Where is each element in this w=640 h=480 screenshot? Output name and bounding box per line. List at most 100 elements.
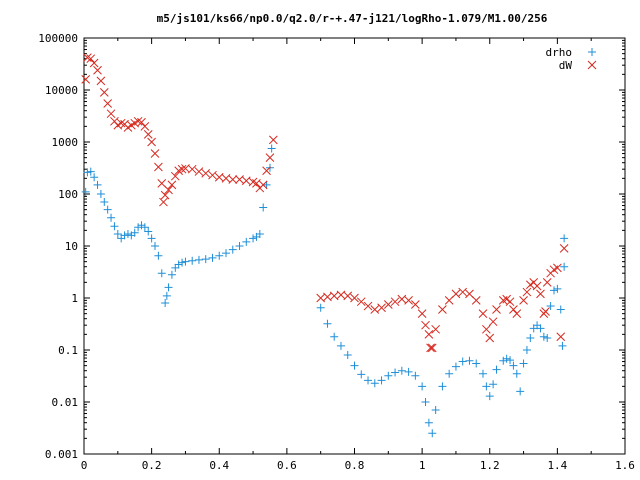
y-tick-label: 10000 xyxy=(45,84,78,97)
data-point-drho xyxy=(418,382,427,391)
data-point-dW xyxy=(427,343,437,353)
data-point-dW xyxy=(150,149,160,158)
data-point-drho xyxy=(316,303,325,312)
data-point-drho xyxy=(178,258,187,267)
data-point-dW xyxy=(471,296,481,305)
data-point-drho xyxy=(549,286,558,295)
data-point-dW xyxy=(512,309,522,319)
data-point-dW xyxy=(438,305,447,314)
data-point-drho xyxy=(529,324,538,333)
data-point-drho xyxy=(90,173,99,182)
data-point-drho xyxy=(482,382,491,391)
data-point-drho xyxy=(438,382,447,391)
x-tick-label: 0.4 xyxy=(209,459,229,472)
legend-label-drho: drho xyxy=(546,46,573,59)
data-point-drho xyxy=(259,203,268,212)
data-point-drho xyxy=(502,354,511,363)
data-point-dW xyxy=(252,179,261,188)
data-point-dW xyxy=(106,109,116,119)
data-point-drho xyxy=(215,251,224,260)
data-point-dW xyxy=(265,153,275,163)
data-point-drho xyxy=(526,334,535,343)
data-point-drho xyxy=(384,371,393,380)
data-point-dW xyxy=(99,88,109,97)
data-point-drho xyxy=(208,253,217,262)
series-dW xyxy=(81,53,569,353)
legend-marker-drho xyxy=(588,48,596,56)
data-point-drho xyxy=(188,256,197,265)
y-tick-label: 0.1 xyxy=(58,344,78,357)
data-point-dW xyxy=(478,309,488,319)
data-point-drho xyxy=(522,346,531,354)
data-point-drho xyxy=(336,341,345,350)
data-point-dW xyxy=(262,166,271,176)
y-tick-label: 100000 xyxy=(38,32,78,45)
data-point-drho xyxy=(539,332,548,341)
data-point-drho xyxy=(83,168,92,177)
data-point-dW xyxy=(350,293,359,303)
data-point-drho xyxy=(255,230,264,239)
data-point-drho xyxy=(560,262,569,271)
data-point-drho xyxy=(147,234,156,243)
data-point-dW xyxy=(137,117,146,127)
x-tick-label: 0.6 xyxy=(277,459,297,472)
data-point-dW xyxy=(177,164,187,174)
data-point-dW xyxy=(356,297,366,307)
data-point-drho xyxy=(350,361,359,370)
data-point-drho xyxy=(235,242,244,250)
data-point-drho xyxy=(543,334,552,343)
data-point-dW xyxy=(559,244,569,253)
data-point-drho xyxy=(81,187,90,196)
data-point-dW xyxy=(556,332,566,342)
data-point-drho xyxy=(174,260,183,269)
x-tick-label: 1.4 xyxy=(547,459,567,472)
data-point-dW xyxy=(86,54,96,64)
data-point-dW xyxy=(426,343,435,353)
x-tick-label: 0.8 xyxy=(345,459,365,472)
legend-marker-dW xyxy=(587,60,597,70)
data-point-drho xyxy=(249,234,258,243)
chart-title: m5/js101/ks66/np0.0/q2.0/r-+.47-j121/log… xyxy=(157,12,548,25)
x-tick-label: 1.6 xyxy=(615,459,635,472)
data-point-dW xyxy=(268,135,278,145)
data-point-dW xyxy=(194,167,204,176)
x-tick-label: 1 xyxy=(419,459,426,472)
data-point-drho xyxy=(323,319,332,328)
data-point-drho xyxy=(397,366,406,375)
data-point-drho xyxy=(506,356,515,365)
data-point-drho xyxy=(130,228,139,237)
data-point-drho xyxy=(100,198,109,207)
data-point-dW xyxy=(522,287,532,297)
data-point-dW xyxy=(421,320,430,330)
data-point-dW xyxy=(154,162,163,172)
data-point-drho xyxy=(509,361,518,370)
data-point-drho xyxy=(262,180,271,189)
data-point-drho xyxy=(445,369,454,378)
data-point-drho xyxy=(472,359,481,368)
data-point-dW xyxy=(164,185,173,195)
data-point-dW xyxy=(542,277,552,287)
data-point-dW xyxy=(208,170,217,180)
data-point-dW xyxy=(390,297,400,307)
data-point-drho xyxy=(144,227,153,236)
x-tick-label: 1.2 xyxy=(480,459,500,472)
data-point-dW xyxy=(536,289,545,299)
data-point-drho xyxy=(96,190,105,198)
data-point-dW xyxy=(485,333,495,343)
data-point-drho xyxy=(411,371,420,380)
data-point-dW xyxy=(167,180,177,190)
data-point-dW xyxy=(451,289,461,299)
data-point-drho xyxy=(492,365,501,374)
data-point-dW xyxy=(377,303,386,313)
data-point-dW xyxy=(509,305,518,314)
data-point-dW xyxy=(241,176,251,186)
data-point-drho xyxy=(157,269,166,278)
data-point-drho xyxy=(123,230,132,239)
data-point-drho xyxy=(164,283,173,292)
data-point-drho xyxy=(161,299,170,308)
data-point-dW xyxy=(96,76,106,86)
data-point-dW xyxy=(431,324,441,334)
data-point-dW xyxy=(133,116,143,126)
data-point-drho xyxy=(431,406,440,415)
